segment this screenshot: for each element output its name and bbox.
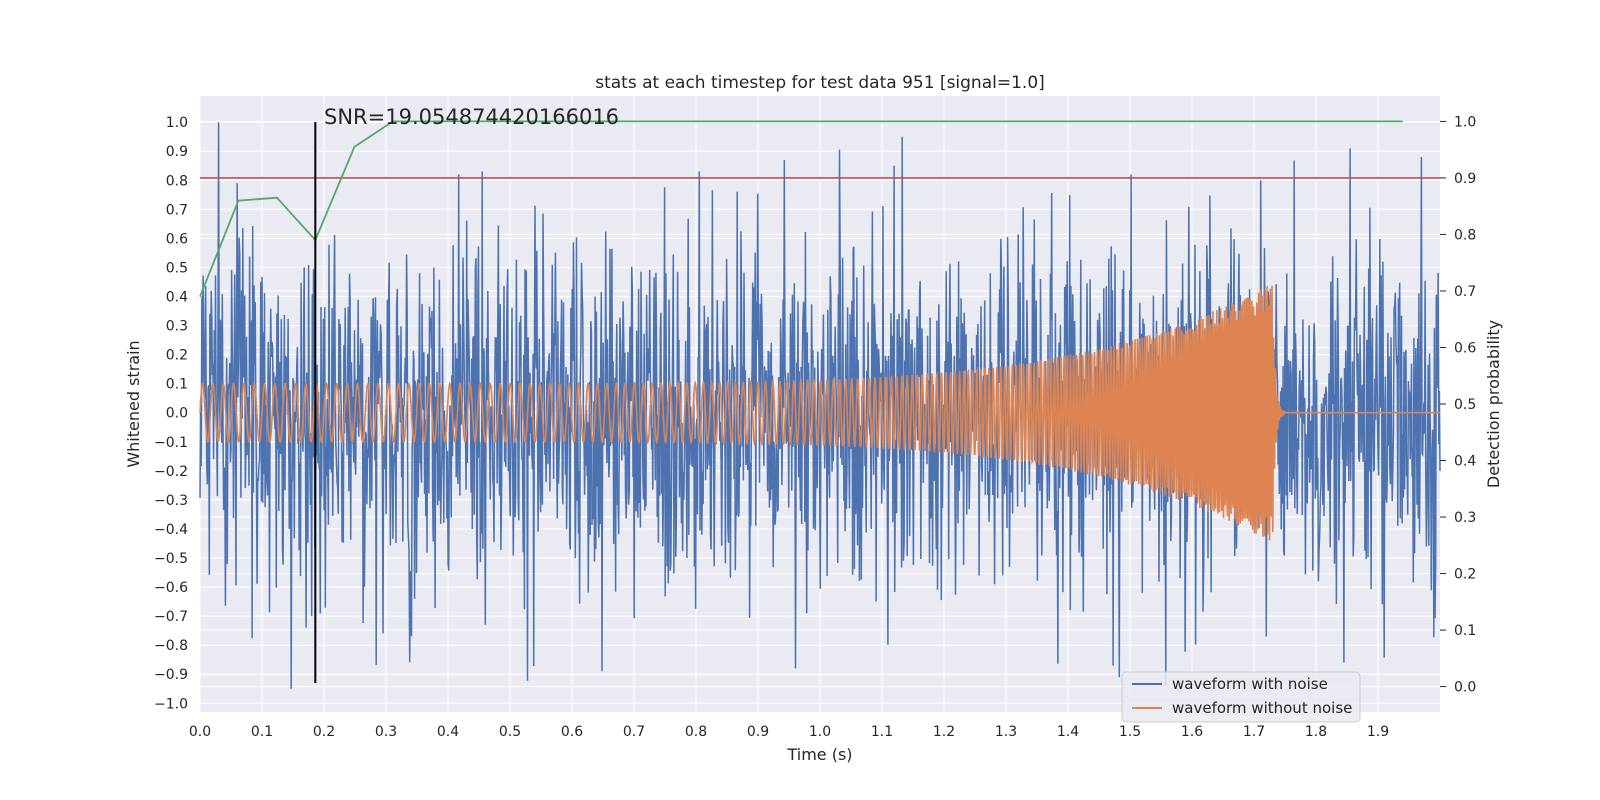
y2-tick-label: 0.9 xyxy=(1454,171,1476,187)
y-tick-label: −0.8 xyxy=(154,638,188,654)
x-tick-label: 0.9 xyxy=(747,724,769,740)
y-tick-label: −0.6 xyxy=(154,580,188,596)
x-tick-label: 0.6 xyxy=(561,724,583,740)
y-tick-label: 0.6 xyxy=(166,231,188,247)
legend-label-noise: waveform with noise xyxy=(1172,675,1328,693)
x-tick-label: 0.2 xyxy=(313,724,335,740)
x-tick-label: 1.2 xyxy=(933,724,955,740)
y-tick-label: 1.0 xyxy=(166,115,188,131)
y-tick-label: −0.5 xyxy=(154,551,188,567)
x-tick-label: 1.4 xyxy=(1057,724,1079,740)
x-tick-label: 0.4 xyxy=(437,724,459,740)
y-tick-label: 0.8 xyxy=(166,173,188,189)
y-tick-label: 0.1 xyxy=(166,377,188,393)
y-tick-label: 0.4 xyxy=(166,289,188,305)
y-axis-left: 1.0 0.9 0.8 0.7 0.6 0.5 0.4 0.3 0.2 0.1 0.0 −0.1 −0.… xyxy=(154,115,188,712)
y-tick-label: −0.1 xyxy=(154,435,188,451)
x-tick-label: 0.8 xyxy=(685,724,707,740)
y2-tick-label: 0.7 xyxy=(1454,284,1476,300)
y-tick-label: −0.7 xyxy=(154,609,188,625)
y2-axis-title: Detection probability xyxy=(1484,320,1503,488)
y-tick-label: 0.0 xyxy=(166,406,188,422)
y2-tick-label: 0.5 xyxy=(1454,397,1476,413)
y-tick-label: −0.9 xyxy=(154,667,188,683)
x-tick-label: 1.9 xyxy=(1367,724,1389,740)
legend-label-clean: waveform without noise xyxy=(1172,699,1352,717)
y2-tick-label: 0.2 xyxy=(1454,567,1476,583)
y-tick-label: 0.9 xyxy=(166,144,188,160)
y2-tick-label: 0.6 xyxy=(1454,340,1476,356)
y2-tick-label: 1.0 xyxy=(1454,114,1476,130)
x-axis-title: Time (s) xyxy=(786,745,852,764)
y-tick-label: 0.2 xyxy=(166,348,188,364)
plot-content xyxy=(199,120,1441,689)
y2-tick-label: 0.1 xyxy=(1454,623,1476,639)
x-tick-label: 1.7 xyxy=(1243,724,1265,740)
x-tick-label: 0.0 xyxy=(189,724,211,740)
y-tick-label: −1.0 xyxy=(154,696,188,712)
y-tick-label: 0.3 xyxy=(166,319,188,335)
y-axis-title: Whitened strain xyxy=(124,340,143,467)
x-tick-label: 0.1 xyxy=(251,724,273,740)
y-tick-label: −0.2 xyxy=(154,464,188,480)
legend: waveform with noise waveform without noi… xyxy=(1121,671,1361,723)
x-tick-label: 0.3 xyxy=(375,724,397,740)
x-tick-label: 1.8 xyxy=(1305,724,1327,740)
series-waveform-without-noise xyxy=(199,285,1440,541)
y2-tick-label: 0.3 xyxy=(1454,510,1476,526)
y-tick-label: −0.3 xyxy=(154,493,188,509)
y-tick-label: 0.5 xyxy=(166,260,188,276)
x-tick-label: 0.5 xyxy=(499,724,521,740)
x-tick-label: 1.3 xyxy=(995,724,1017,740)
chart-title: stats at each timestep for test data 951… xyxy=(595,73,1045,93)
x-tick-label: 1.1 xyxy=(871,724,893,740)
y-tick-label: 0.7 xyxy=(166,202,188,218)
snr-annotation: SNR=19.054874420166016 xyxy=(324,105,619,129)
y-axis-right: 1.0 0.9 0.8 0.7 0.6 0.5 0.4 0.3 0.2 0.1 0.0 xyxy=(1440,114,1476,696)
legend-box xyxy=(1121,671,1361,723)
y2-tick-label: 0.4 xyxy=(1454,454,1476,470)
x-tick-label: 1.5 xyxy=(1119,724,1141,740)
x-tick-label: 0.7 xyxy=(623,724,645,740)
y2-tick-label: 0.8 xyxy=(1454,227,1476,243)
x-axis: 0.0 0.1 0.2 0.3 0.4 0.5 0.6 0.7 0.8 0.9 1.0 1.1 1.2 1… xyxy=(189,724,1389,740)
x-tick-label: 1.0 xyxy=(809,724,831,740)
y2-tick-label: 0.0 xyxy=(1454,680,1476,696)
x-tick-label: 1.6 xyxy=(1181,724,1203,740)
y-tick-label: −0.4 xyxy=(154,522,188,538)
